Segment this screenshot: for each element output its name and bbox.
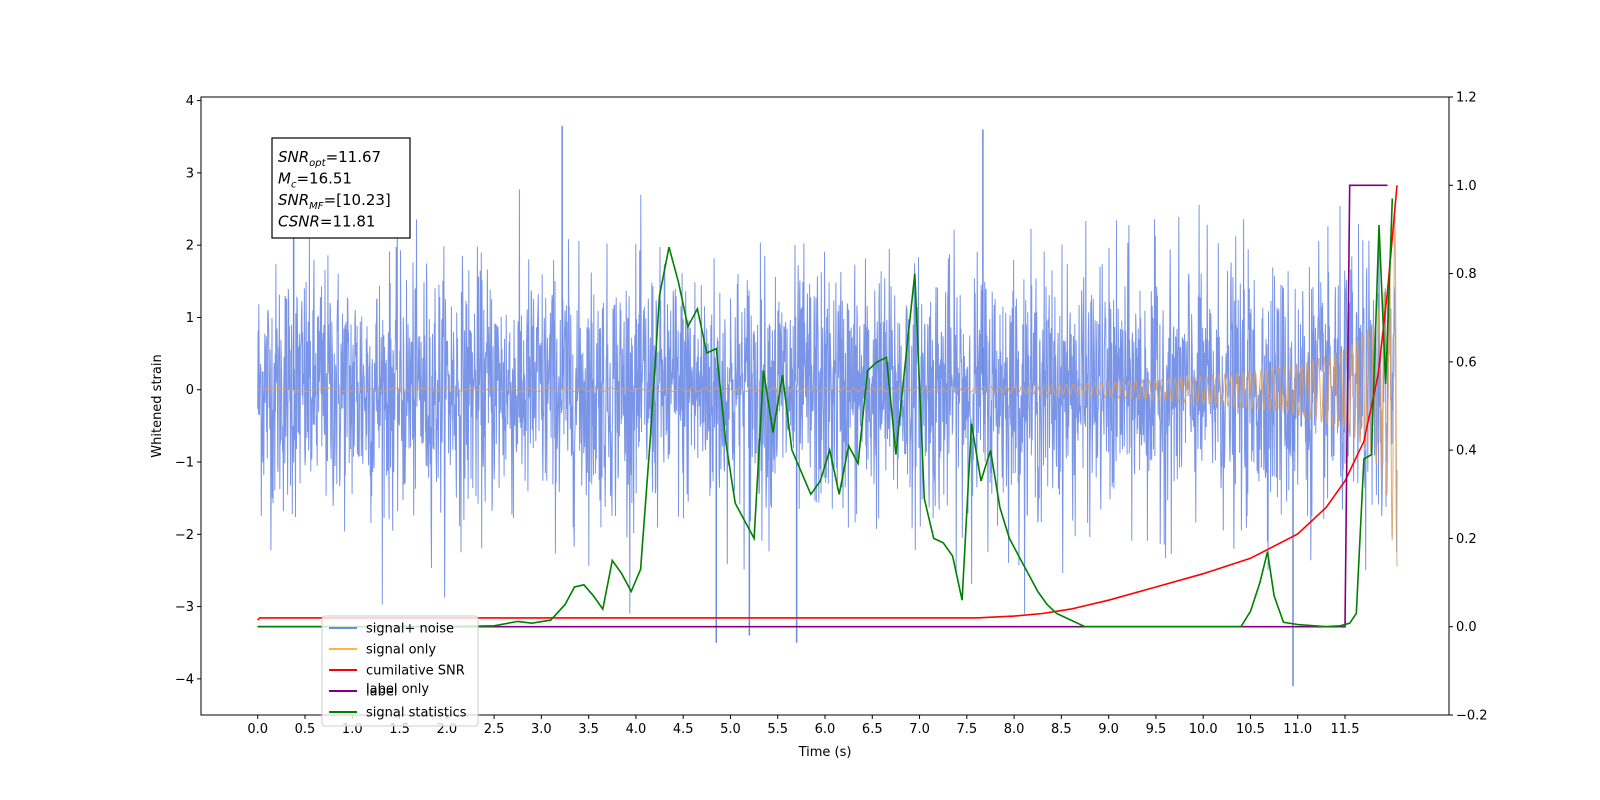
y2-tick-label: 0.0 bbox=[1456, 620, 1477, 635]
y-axis-label: Whitened strain bbox=[150, 354, 165, 457]
x-tick-label: 11.5 bbox=[1331, 722, 1360, 737]
y-tick-label: 1 bbox=[186, 311, 194, 326]
x-tick-label: 10.0 bbox=[1189, 722, 1218, 737]
y-tick-label: −3 bbox=[175, 600, 194, 615]
series-signal-noise bbox=[257, 189, 1398, 614]
x-tick-label: 5.5 bbox=[767, 722, 788, 737]
x-tick-label: 6.5 bbox=[862, 722, 883, 737]
x-tick-label: 7.0 bbox=[909, 722, 930, 737]
y-axis-left: 4 3 2 1 0 −1 −2 −3 −4 bbox=[175, 94, 201, 687]
y2-tick-label: 1.2 bbox=[1456, 91, 1477, 106]
y2-tick-label: 1.0 bbox=[1456, 179, 1477, 194]
x-tick-label: 9.5 bbox=[1146, 722, 1167, 737]
y-tick-label: 4 bbox=[186, 94, 194, 109]
annotation-line: SNRMF=[10.23] bbox=[278, 191, 391, 212]
annotation-line: SNRopt=11.67 bbox=[278, 148, 381, 169]
series-signal-statistics bbox=[257, 198, 1394, 628]
x-tick-label: 10.5 bbox=[1236, 722, 1265, 737]
y-tick-label: 3 bbox=[186, 166, 194, 181]
legend-entry: signal only bbox=[366, 643, 436, 658]
y-tick-label: 0 bbox=[186, 383, 194, 398]
y2-tick-label: −0.2 bbox=[1456, 709, 1488, 724]
x-tick-label: 0.0 bbox=[247, 722, 268, 737]
series-label bbox=[257, 184, 1388, 628]
x-tick-label: 4.5 bbox=[673, 722, 694, 737]
annotation-line: CSNR=11.81 bbox=[278, 213, 375, 231]
y-axis-right: 1.2 1.0 0.8 0.6 0.4 0.2 0.0 −0.2 bbox=[1449, 91, 1488, 724]
legend-entry: signal+ noise bbox=[366, 622, 454, 637]
x-tick-label: 5.0 bbox=[720, 722, 741, 737]
y2-tick-label: 0.6 bbox=[1456, 355, 1477, 370]
series-layer bbox=[257, 125, 1398, 687]
y-tick-label: −1 bbox=[175, 456, 194, 471]
x-tick-label: 2.5 bbox=[484, 722, 505, 737]
y-tick-label: 2 bbox=[186, 239, 194, 254]
x-tick-label: 4.0 bbox=[626, 722, 647, 737]
x-tick-label: 3.5 bbox=[578, 722, 599, 737]
y-tick-label: −2 bbox=[175, 528, 194, 543]
y-tick-label: −4 bbox=[175, 672, 194, 687]
series-cumulative-snr bbox=[257, 185, 1398, 621]
x-axis: 0.0 0.5 1.0 1.5 2.0 2.5 3.0 3.5 4.0 4.5 5.0 5.5 6.0 6… bbox=[247, 715, 1359, 737]
legend-entry: label bbox=[366, 685, 397, 700]
annotation-line: Mc=16.51 bbox=[278, 170, 352, 191]
y2-tick-label: 0.8 bbox=[1456, 267, 1477, 282]
x-tick-label: 9.0 bbox=[1098, 722, 1119, 737]
y2-tick-label: 0.4 bbox=[1456, 444, 1477, 459]
x-axis-label: Time (s) bbox=[798, 745, 852, 760]
x-tick-label: 0.5 bbox=[295, 722, 316, 737]
x-tick-label: 11.0 bbox=[1283, 722, 1312, 737]
annotation-box: SNRopt=11.67Mc=16.51SNRMF=[10.23]CSNR=11… bbox=[271, 137, 411, 239]
series-signal-only bbox=[257, 215, 1398, 567]
legend-entry: cumilative SNR bbox=[366, 664, 465, 679]
x-tick-label: 8.0 bbox=[1004, 722, 1025, 737]
x-tick-label: 3.0 bbox=[531, 722, 552, 737]
legend: label only signal+ noise signal only cumila… bbox=[321, 615, 479, 727]
y2-tick-label: 0.2 bbox=[1456, 532, 1477, 547]
legend-entry: signal statistics bbox=[366, 706, 467, 721]
x-tick-label: 8.5 bbox=[1051, 722, 1072, 737]
x-tick-label: 7.5 bbox=[956, 722, 977, 737]
legend-hidden-text: label only bbox=[366, 682, 429, 697]
x-tick-label: 6.0 bbox=[815, 722, 836, 737]
